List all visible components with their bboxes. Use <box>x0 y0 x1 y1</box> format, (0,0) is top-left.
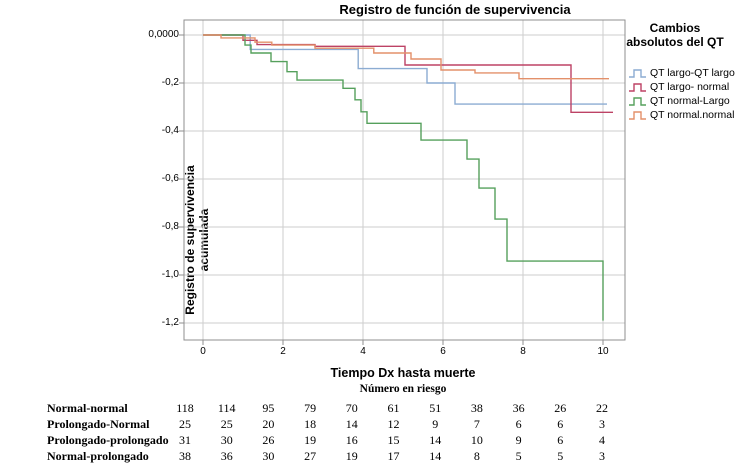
x-axis-title: Tiempo Dx hasta muerte <box>330 366 476 380</box>
risk-value: 16 <box>345 433 358 447</box>
risk-value: 30 <box>262 449 275 463</box>
risk-value: 70 <box>345 401 358 415</box>
legend-line-swatch-icon <box>629 111 646 120</box>
risk-value: 5 <box>557 449 564 463</box>
series-line-qt-largo-qt-largo <box>203 34 607 105</box>
risk-value: 114 <box>217 401 236 415</box>
risk-value: 79 <box>304 401 317 415</box>
plot-area <box>179 19 626 345</box>
legend-item-label: QT normal.normal <box>650 109 735 121</box>
legend-item: QT largo- normal <box>628 80 748 94</box>
risk-value: 19 <box>304 433 317 447</box>
legend: QT largo-QT largo QT largo- normal QT norm… <box>628 66 748 122</box>
risk-table-title: Número en riesgo <box>359 383 447 395</box>
risk-value: 18 <box>304 417 317 431</box>
risk-value: 20 <box>262 417 275 431</box>
risk-value: 17 <box>387 449 400 463</box>
risk-value: 26 <box>554 401 567 415</box>
legend-item: QT largo-QT largo <box>628 66 748 80</box>
risk-row-label: Prolongado-prolongado <box>47 433 169 447</box>
risk-value: 51 <box>429 401 442 415</box>
risk-value: 9 <box>515 433 522 447</box>
risk-value: 6 <box>515 417 522 431</box>
plot-frame <box>183 19 626 341</box>
risk-value: 36 <box>512 401 525 415</box>
risk-value: 25 <box>220 417 233 431</box>
legend-line-swatch-icon <box>629 83 646 92</box>
risk-value: 14 <box>429 449 442 463</box>
series-line-qt-largo-normal <box>203 34 613 113</box>
series-line-qt-normal-largo <box>203 34 604 321</box>
legend-item-label: QT largo-QT largo <box>650 67 735 79</box>
risk-value: 22 <box>596 401 608 415</box>
legend-item-label: QT normal-Largo <box>650 95 730 107</box>
risk-value: 95 <box>262 401 275 415</box>
risk-value: 14 <box>345 417 358 431</box>
series-line-qt-normal-normal <box>203 34 609 80</box>
risk-value: 31 <box>179 433 191 447</box>
risk-value: 27 <box>304 449 317 463</box>
risk-value: 15 <box>387 433 400 447</box>
risk-row-label: Normal-normal <box>47 401 128 415</box>
risk-value: 30 <box>220 433 233 447</box>
legend-line-swatch-icon <box>629 97 646 106</box>
legend-line-swatch-icon <box>629 69 646 78</box>
legend-item: QT normal.normal <box>628 108 748 122</box>
risk-row-label: Normal-prolongado <box>47 449 149 463</box>
risk-value: 19 <box>345 449 358 463</box>
risk-value: 5 <box>515 449 522 463</box>
legend-item: QT normal-Largo <box>628 94 748 108</box>
risk-value: 38 <box>179 449 191 463</box>
risk-value: 9 <box>432 417 439 431</box>
legend-item-label: QT largo- normal <box>650 81 730 93</box>
risk-value: 61 <box>387 401 400 415</box>
risk-value: 12 <box>387 417 400 431</box>
risk-value: 6 <box>557 433 564 447</box>
risk-row-label: Prolongado-Normal <box>47 417 150 431</box>
risk-value: 8 <box>473 449 480 463</box>
risk-value: 25 <box>179 417 191 431</box>
risk-value: 7 <box>473 417 480 431</box>
risk-value: 26 <box>262 433 275 447</box>
legend-title: Cambios absolutos del QT <box>626 21 724 49</box>
risk-value: 36 <box>220 449 233 463</box>
risk-value: 3 <box>599 417 605 431</box>
chart-title: Registro de función de supervivencia <box>339 2 571 17</box>
risk-value: 118 <box>176 401 194 415</box>
risk-value: 3 <box>599 449 605 463</box>
risk-value: 10 <box>470 433 483 447</box>
risk-value: 14 <box>429 433 442 447</box>
risk-value: 4 <box>599 433 605 447</box>
risk-value: 38 <box>470 401 483 415</box>
risk-value: 6 <box>557 417 564 431</box>
